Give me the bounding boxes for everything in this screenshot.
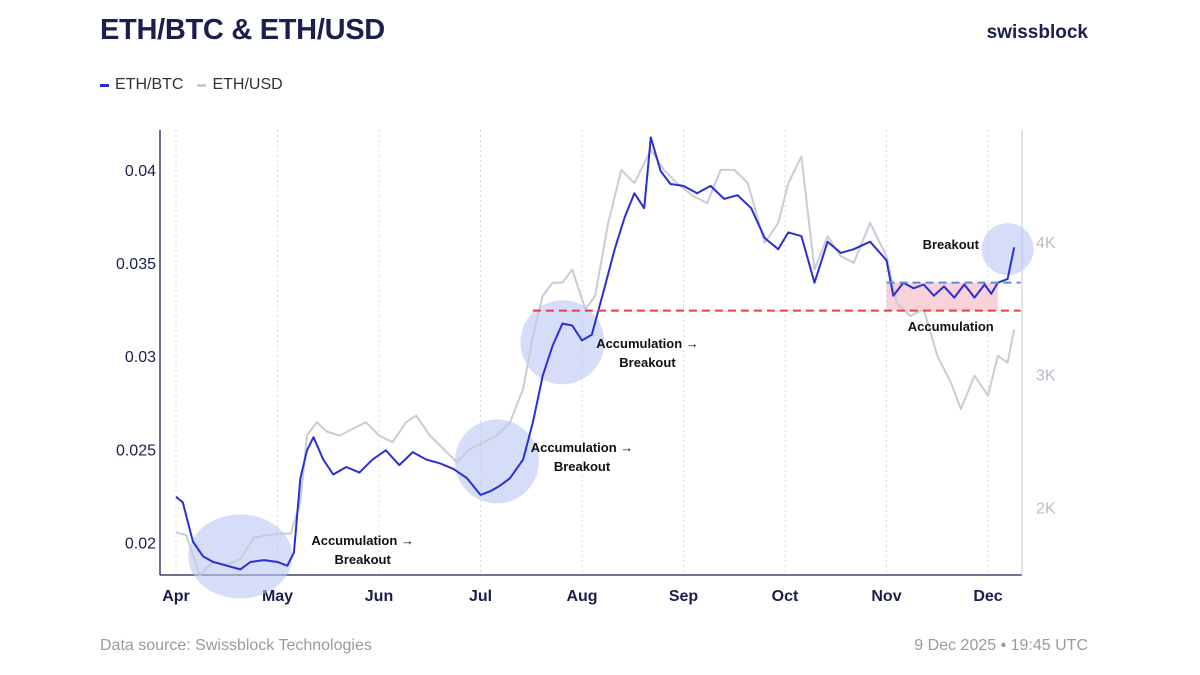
series-line-eth-btc [175,136,1016,571]
annotation-label-2-0: Accumulation → [531,440,634,455]
x-tick-jul: Jul [469,588,492,605]
brand-logo: swissblock [986,22,1088,43]
x-tick-jun: Jun [365,588,393,605]
x-tick-aug: Aug [566,588,597,605]
legend-label-eth-usd: ETH/USD [212,76,283,93]
x-tick-sep: Sep [669,588,699,605]
highlight-circle-2 [520,300,605,385]
data-source: Data source: Swissblock Technologies [100,637,372,654]
legend-swatch-eth-usd [197,83,207,87]
y-tick-right-0: 2K [1036,501,1056,518]
timestamp: 9 Dec 2025 • 19:45 UTC [914,637,1088,654]
x-tick-may: May [262,588,293,605]
chart-title: ETH/BTC & ETH/USD [100,14,385,46]
x-tick-apr: Apr [162,588,190,605]
legend-swatch-eth-btc [100,83,109,87]
legend-label-eth-btc: ETH/BTC [115,76,184,93]
annotation-label-0-1: Breakout [334,552,391,567]
legend-item-eth-usd: ETH/USD [197,76,283,94]
highlight-circle-1 [454,419,539,504]
highlight-circle-3 [981,223,1034,276]
series-line-eth-usd [175,148,1016,576]
y-tick-left-2: 0.03 [125,349,156,366]
x-tick-nov: Nov [871,588,901,605]
annotation-label-1-1: Breakout [619,355,676,370]
legend-item-eth-btc: ETH/BTC [100,76,183,94]
annotation-label-1-0: Accumulation → [596,336,699,351]
x-tick-dec: Dec [973,588,1002,605]
y-tick-right-2: 4K [1036,235,1056,252]
annotation-label-4-0: Accumulation [908,319,994,334]
legend: ETH/BTC ETH/USD [100,76,283,94]
y-tick-left-1: 0.025 [116,442,156,459]
x-tick-oct: Oct [772,588,799,605]
y-tick-left-3: 0.035 [116,256,156,273]
annotation-label-2-1: Breakout [554,459,611,474]
annotation-label-0-0: Accumulation → [311,533,414,548]
y-tick-left-4: 0.04 [125,163,156,180]
y-tick-right-1: 3K [1036,368,1056,385]
annotation-label-3-0: Breakout [923,237,980,252]
y-tick-left-0: 0.02 [125,535,156,552]
